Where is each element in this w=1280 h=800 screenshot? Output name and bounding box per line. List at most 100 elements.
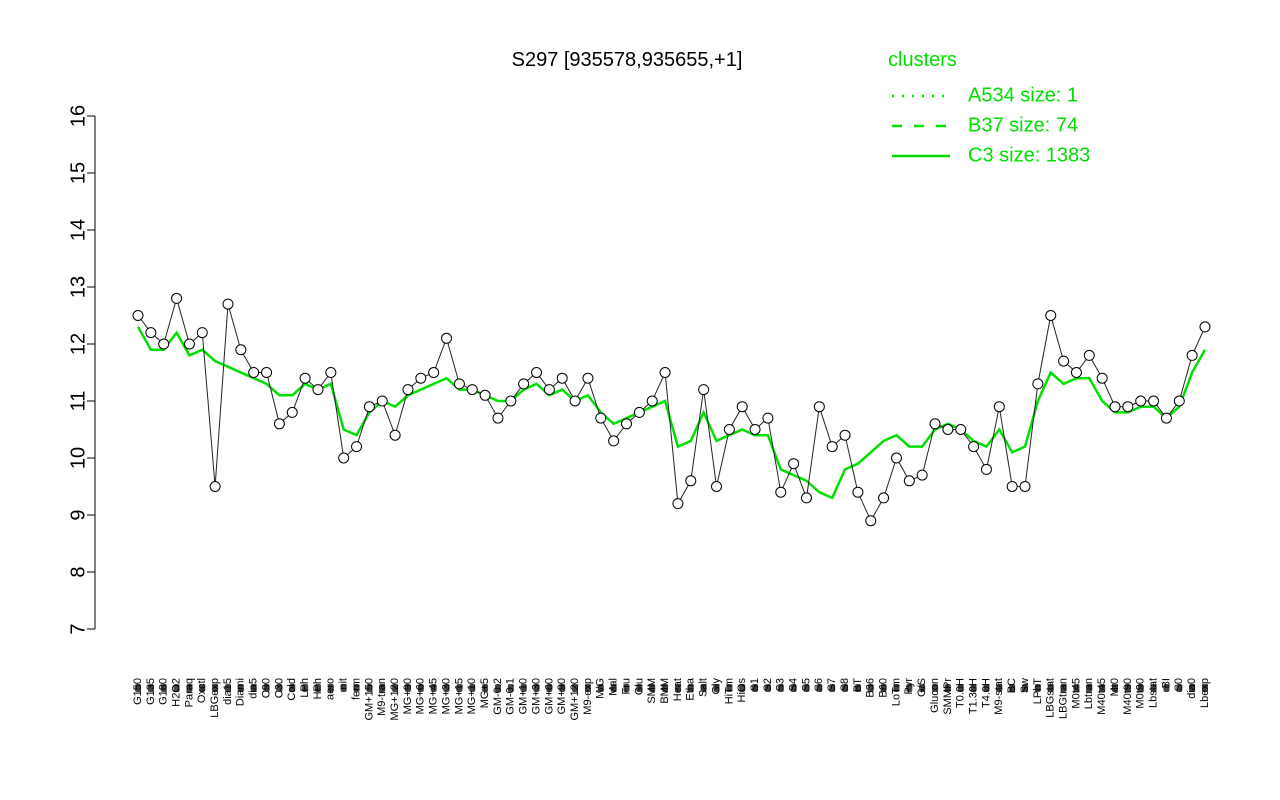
sample-point bbox=[710, 481, 722, 492]
sample-point bbox=[633, 406, 645, 418]
x-tick-label: M40t90 bbox=[1122, 678, 1134, 715]
x-tick-label: MG+90 bbox=[402, 678, 414, 714]
sample-point bbox=[1186, 349, 1198, 361]
sample-point bbox=[531, 367, 543, 378]
x-tick-label: B60 bbox=[878, 678, 890, 698]
x-tick-label: G180 bbox=[158, 678, 170, 705]
x-tick-label: GM+90 bbox=[556, 678, 568, 714]
sample-marker bbox=[456, 684, 463, 692]
sample-marker bbox=[932, 684, 939, 692]
x-tick-label: S5 bbox=[800, 678, 812, 691]
sample-marker bbox=[1022, 684, 1029, 692]
x-tick-label: Lbstat bbox=[1147, 678, 1159, 708]
sample-marker bbox=[1112, 684, 1119, 692]
sample-point bbox=[183, 338, 195, 350]
x-tick-label: aero bbox=[325, 678, 337, 700]
x-tick-label: HiTm bbox=[723, 678, 735, 704]
sample-point bbox=[1045, 310, 1057, 321]
x-tick-label: GM-0.2 bbox=[492, 678, 504, 715]
y-tick-label: 13 bbox=[67, 276, 89, 298]
sample-point bbox=[261, 367, 273, 378]
x-tick-label: M0t90 bbox=[1135, 678, 1147, 709]
x-tick-label: S1 bbox=[749, 678, 761, 691]
sample-point bbox=[968, 441, 980, 453]
sample-marker bbox=[687, 684, 694, 692]
sample-marker bbox=[854, 684, 861, 692]
sample-marker bbox=[276, 684, 283, 692]
x-tick-label: S3 bbox=[775, 678, 787, 691]
sample-point bbox=[993, 401, 1005, 413]
x-tick-label: Gly bbox=[710, 678, 722, 695]
sample-marker bbox=[1073, 684, 1080, 692]
sample-point bbox=[492, 412, 504, 424]
sample-point bbox=[1070, 367, 1082, 378]
sample-marker bbox=[919, 684, 926, 692]
sample-marker bbox=[739, 684, 746, 692]
sample-point bbox=[325, 367, 337, 378]
x-tick-label: M0t45 bbox=[1070, 678, 1082, 709]
sample-point bbox=[466, 384, 478, 396]
cluster-line bbox=[136, 326, 1207, 500]
sample-point bbox=[955, 424, 967, 435]
x-tick-label: Fru bbox=[620, 678, 632, 695]
y-tick-label: 8 bbox=[67, 566, 89, 577]
sample-point bbox=[415, 372, 427, 384]
x-tick-label: GM+30 bbox=[530, 678, 542, 714]
sample-point bbox=[273, 418, 285, 430]
sample-marker bbox=[482, 684, 489, 692]
chart-title: S297 [935578,935655,+1] bbox=[512, 49, 743, 71]
x-tick-label: GM+150 bbox=[363, 678, 375, 721]
x-tick-label: GM+60 bbox=[543, 678, 555, 714]
sample-point bbox=[1173, 395, 1185, 407]
x-tick-label: Lbtran bbox=[1083, 678, 1095, 709]
x-tick-label: LBGexp bbox=[209, 678, 221, 718]
y-tick-label: 16 bbox=[67, 105, 89, 127]
sample-marker bbox=[1163, 684, 1170, 692]
y-tick-label: 15 bbox=[67, 162, 89, 184]
sample-marker bbox=[353, 684, 360, 692]
sample-marker bbox=[366, 684, 373, 692]
sample-marker bbox=[649, 684, 656, 692]
sample-point bbox=[518, 378, 530, 390]
sample-marker bbox=[970, 684, 977, 692]
x-tick-label: GM-0.1 bbox=[505, 678, 517, 715]
sample-marker bbox=[584, 684, 591, 692]
sample-marker bbox=[983, 684, 990, 692]
x-tick-label: Glucon bbox=[929, 678, 941, 713]
sample-marker bbox=[160, 684, 167, 692]
sample-point bbox=[659, 367, 671, 378]
sample-point bbox=[312, 384, 324, 396]
sample-marker bbox=[1060, 684, 1067, 692]
sample-point bbox=[903, 475, 915, 487]
sample-point bbox=[505, 395, 517, 407]
sample-point bbox=[646, 395, 658, 407]
sample-marker bbox=[867, 684, 874, 692]
sample-marker bbox=[944, 684, 951, 692]
sample-point bbox=[441, 332, 453, 344]
sample-marker bbox=[1176, 684, 1183, 692]
sample-point bbox=[621, 418, 633, 430]
x-tick-label: LPhT bbox=[1032, 678, 1044, 705]
sample-point bbox=[299, 372, 311, 384]
x-tick-label: BI bbox=[1160, 678, 1172, 688]
sample-point bbox=[826, 441, 838, 453]
x-tick-label: C30 bbox=[273, 678, 285, 698]
sample-marker bbox=[443, 684, 450, 692]
sample-marker bbox=[417, 684, 424, 692]
sample-point bbox=[929, 418, 941, 430]
sample-marker bbox=[147, 684, 154, 692]
sample-marker bbox=[957, 684, 964, 692]
sample-marker bbox=[1034, 684, 1041, 692]
sample-point bbox=[402, 384, 414, 396]
sample-point bbox=[582, 372, 594, 384]
x-tick-label: ferm bbox=[350, 678, 362, 700]
sample-marker bbox=[803, 684, 810, 692]
sample-marker bbox=[263, 684, 270, 692]
sample-marker bbox=[559, 684, 566, 692]
sample-marker bbox=[199, 684, 206, 692]
x-tick-label: SMM bbox=[646, 678, 658, 704]
sample-marker bbox=[494, 684, 501, 692]
x-tick-label: T1.30H bbox=[968, 678, 980, 714]
y-tick-label: 10 bbox=[67, 447, 89, 469]
